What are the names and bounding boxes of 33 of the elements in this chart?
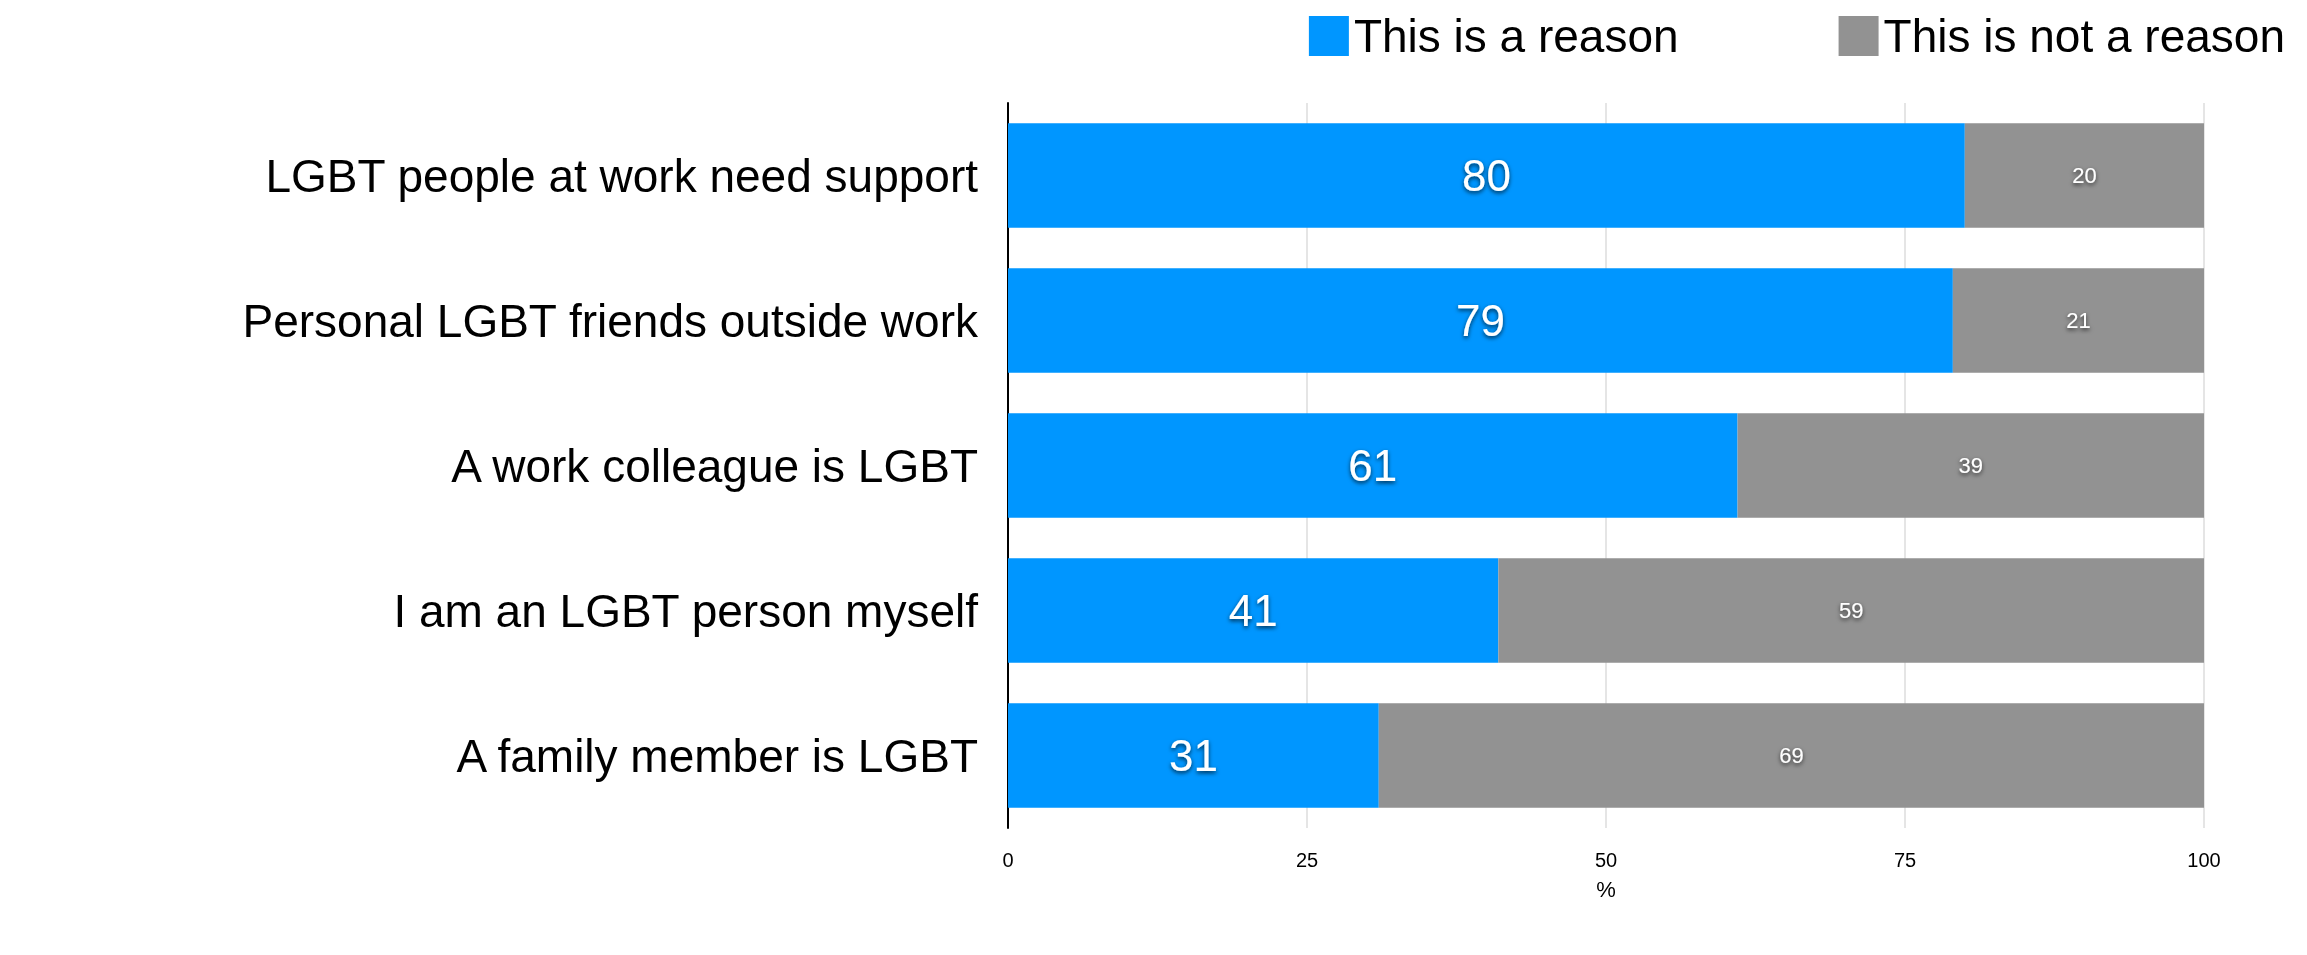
y-tick-label: A work colleague is LGBT [451,439,978,492]
data-label: 61 [1348,441,1398,490]
bar [1008,703,1379,808]
x-tick-label: 50 [1594,849,1618,871]
data-label: 80 [1461,151,1511,200]
data-label: 20 [2072,163,2097,188]
bar [1008,268,1953,373]
y-tick-label: LGBT people at work need support [265,149,979,202]
x-tick-label: 75 [1893,849,1917,871]
x-axis-title: % [1596,876,1616,902]
data-label: 69 [1779,743,1804,768]
bar [1008,413,1738,518]
legend-label: This is a reason [1353,10,1679,62]
y-tick-label: Personal LGBT friends outside work [242,294,979,347]
x-tick-label: 100 [2187,849,2221,871]
bar [1008,558,1499,663]
x-tick-label: 0 [1002,849,1014,871]
bar [1952,268,2204,373]
legend-label: This is not a reason [1883,10,2285,62]
data-label: 31 [1168,731,1218,780]
bar [1008,123,1965,228]
bar [1378,703,2204,808]
y-tick-label: I am an LGBT person myself [393,584,979,637]
bar [1498,558,2204,663]
data-label: 79 [1455,296,1505,345]
data-label: 41 [1228,586,1278,635]
data-label: 59 [1838,598,1864,623]
data-label: 39 [1958,453,1984,478]
bar [1737,413,2204,518]
data-label: 21 [2066,308,2091,333]
y-tick-label: A family member is LGBT [456,729,978,782]
bar [1964,123,2204,228]
x-tick-label: 25 [1295,849,1319,871]
